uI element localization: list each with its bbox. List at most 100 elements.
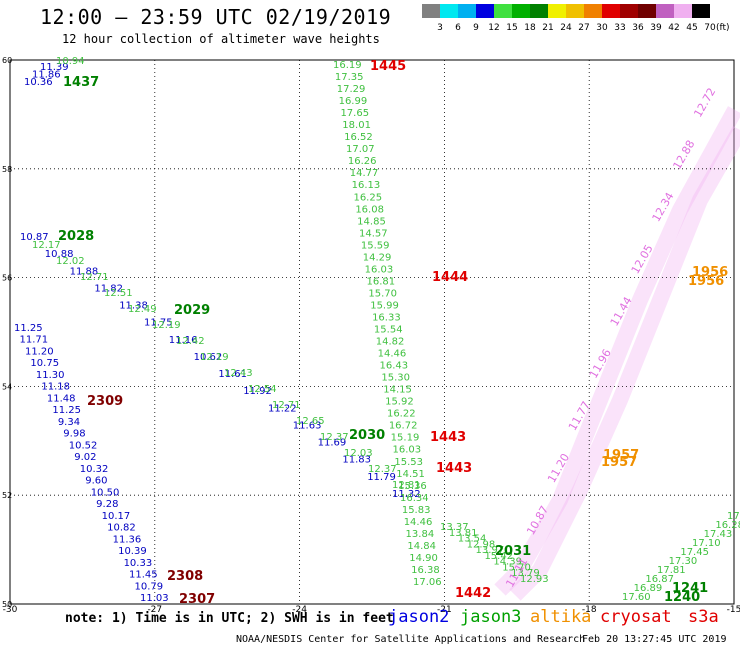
legend-swatch <box>566 4 584 18</box>
x-tick-label: -18 <box>582 605 597 615</box>
track-label: 17.81 <box>657 565 686 576</box>
legend-label: 30 <box>596 23 608 33</box>
generation-timestamp: Feb 20 13:27:45 UTC 2019 <box>582 634 727 645</box>
track-label: 10.50 <box>91 487 120 498</box>
track-label: 16.99 <box>339 96 368 107</box>
cryosat-track-band <box>494 106 740 596</box>
track-label: 15.83 <box>402 505 431 516</box>
track-label: 12.37 <box>320 432 349 443</box>
y-tick-label: 58 <box>2 165 12 174</box>
track-label: 10.87 <box>20 232 49 243</box>
legend-label: 42 <box>668 23 679 33</box>
track-label: 17.10 <box>692 538 721 549</box>
legend-unit: (ft) <box>716 23 730 33</box>
track-label: 11.63 <box>293 420 322 431</box>
legend-label: 21 <box>542 23 553 33</box>
track-label: 12.54 <box>248 384 277 395</box>
pass-time-label: 2031 <box>495 544 531 559</box>
pass-time-label: 1241 <box>672 581 708 596</box>
legend-label: 6 <box>455 23 461 33</box>
track-label: 12.02 <box>56 256 85 267</box>
track-label: 15.70 <box>368 288 397 299</box>
legend-label: 70 <box>704 23 716 33</box>
track-label: 10.32 <box>80 464 109 475</box>
legend-swatch <box>476 4 494 18</box>
pass-time-label: 1240 <box>664 590 700 605</box>
track-label: 10.82 <box>107 523 136 534</box>
legend-swatch <box>584 4 602 18</box>
track-label: 12.03 <box>344 448 373 459</box>
pass-time-label: 1442 <box>455 586 491 601</box>
track-label: 11.69 <box>318 438 347 449</box>
legend-swatch <box>638 4 656 18</box>
track-label: 13.84 <box>406 529 435 540</box>
track-label: 17.06 <box>413 577 442 588</box>
track-label: 14.57 <box>359 228 388 239</box>
track-label: 15.30 <box>381 373 410 384</box>
pass-time-label: 1956 <box>692 265 728 280</box>
track-label: 13.37 <box>440 522 469 533</box>
legend-swatch <box>530 4 548 18</box>
track-label: 12.51 <box>104 288 133 299</box>
credit-line: NOAA/NESDIS Center for Satellite Applica… <box>236 634 586 645</box>
track-label: 16.38 <box>411 565 440 576</box>
track-label: 15.42 <box>484 551 513 562</box>
track-label: 11.38 <box>119 301 148 312</box>
track-label: 10.75 <box>30 358 59 369</box>
legend-swatch <box>458 4 476 18</box>
track-label: 10.62 <box>194 352 223 363</box>
track-label: 16.08 <box>355 204 384 215</box>
track-label: 9.98 <box>63 429 85 440</box>
legend-label: 18 <box>524 23 536 33</box>
legend-swatch <box>494 4 512 18</box>
track-label: 11.83 <box>342 455 371 466</box>
legend-swatch <box>674 4 692 18</box>
x-tick-label: -30 <box>3 605 18 615</box>
y-tick-label: 50 <box>2 600 12 609</box>
track-label: 11.36 <box>113 534 142 545</box>
track-label: 12.88 <box>670 138 697 172</box>
track-label: 12.37 <box>368 464 397 475</box>
pass-time-label: 2309 <box>87 394 123 409</box>
pass-time-label: 1957 <box>601 455 637 470</box>
track-label: 10.36 <box>24 77 53 88</box>
track-label: 16.22 <box>387 409 416 420</box>
track-label: 16.13 <box>352 180 381 191</box>
track-label: 14.29 <box>363 252 392 263</box>
track-label: 17.35 <box>335 72 364 83</box>
sat-label-s3a: s3a <box>688 607 719 627</box>
pass-time-label: 1445 <box>370 59 406 74</box>
track-label: 12.93 <box>520 574 549 585</box>
track-label: 11.45 <box>129 570 158 581</box>
pass-time-label: 2028 <box>58 229 94 244</box>
track-label: 15.92 <box>385 397 414 408</box>
track-label: 14.82 <box>376 337 405 348</box>
track-label: 11.30 <box>36 370 65 381</box>
track-label: 10.52 <box>69 440 98 451</box>
track-label: 11.75 <box>144 318 173 329</box>
track-label: 11.25 <box>14 323 43 334</box>
legend-swatch <box>440 4 458 18</box>
footer-note: note: 1) Time is in UTC; 2) SWH is in fe… <box>65 611 394 626</box>
legend-swatch <box>620 4 638 18</box>
track-label: 16.89 <box>634 583 663 594</box>
pass-time-label: 2307 <box>179 592 215 607</box>
track-label: 10.39 <box>118 546 147 557</box>
legend-swatch <box>602 4 620 18</box>
legend-swatch <box>422 4 440 18</box>
sat-label-cryosat: cryosat <box>600 607 672 627</box>
track-label: 11.03 <box>140 593 169 604</box>
track-label: 12.49 <box>128 304 157 315</box>
track-label: 9.34 <box>58 417 80 428</box>
sat-label-jason3: jason3 <box>460 607 522 627</box>
track-label: 14.77 <box>350 168 379 179</box>
page-subtitle: 12 hour collection of altimeter wave hei… <box>62 32 380 46</box>
track-label: 12.81 <box>392 480 421 491</box>
track-label: 12.42 <box>176 336 205 347</box>
track-label: 11.48 <box>47 393 76 404</box>
track-label: 14.15 <box>383 385 412 396</box>
cryosat-track-band <box>509 126 740 601</box>
track-label: 16.34 <box>400 493 429 504</box>
track-label: 10.88 <box>45 249 74 260</box>
